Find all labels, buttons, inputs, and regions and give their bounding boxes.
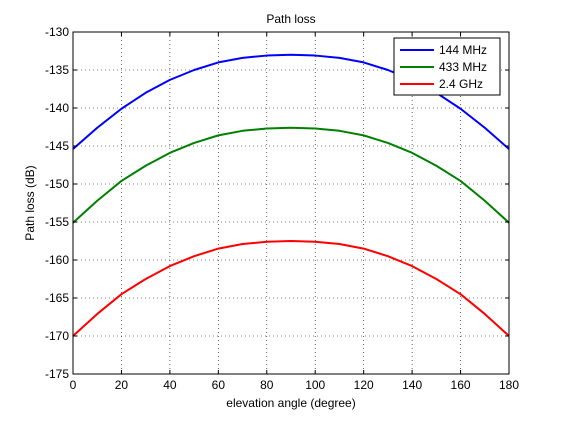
x-axis-label: elevation angle (degree) [226, 396, 355, 410]
x-tick-label: 180 [499, 378, 519, 392]
legend: 144 MHz 433 MHz 2.4 GHz [393, 37, 501, 96]
x-tick-label: 80 [260, 378, 274, 392]
legend-label-0: 144 MHz [439, 43, 487, 57]
grid-lines [73, 32, 509, 374]
legend-label-1: 433 MHz [439, 60, 487, 74]
series-line-2 [72, 240, 510, 337]
y-tick-label: -175 [45, 367, 69, 381]
y-tick-label: -130 [45, 25, 69, 39]
x-tick-label: 140 [402, 378, 422, 392]
plot-frame [72, 31, 510, 375]
y-tick-label: -135 [45, 63, 69, 77]
legend-label-2: 2.4 GHz [439, 77, 483, 91]
axis-ticks: 0 20 40 60 80 100 120 140 160 180 -130 -135 -140 -145… [45, 25, 519, 392]
x-tick-label: 40 [163, 378, 177, 392]
y-tick-label: -170 [45, 329, 69, 343]
y-tick-label: -160 [45, 253, 69, 267]
x-tick-label: 160 [451, 378, 471, 392]
x-tick-label: 20 [115, 378, 129, 392]
y-tick-label: -150 [45, 177, 69, 191]
x-tick-label: 60 [212, 378, 226, 392]
x-tick-label: 120 [354, 378, 374, 392]
chart-title: Path loss [266, 12, 315, 26]
y-tick-label: -155 [45, 215, 69, 229]
y-tick-label: -165 [45, 291, 69, 305]
x-tick-label: 100 [305, 378, 325, 392]
y-tick-label: -145 [45, 139, 69, 153]
y-tick-label: -140 [45, 101, 69, 115]
x-tick-label: 0 [70, 378, 77, 392]
series-line-1 [72, 126, 510, 224]
y-axis-label: Path loss (dB) [23, 165, 37, 240]
